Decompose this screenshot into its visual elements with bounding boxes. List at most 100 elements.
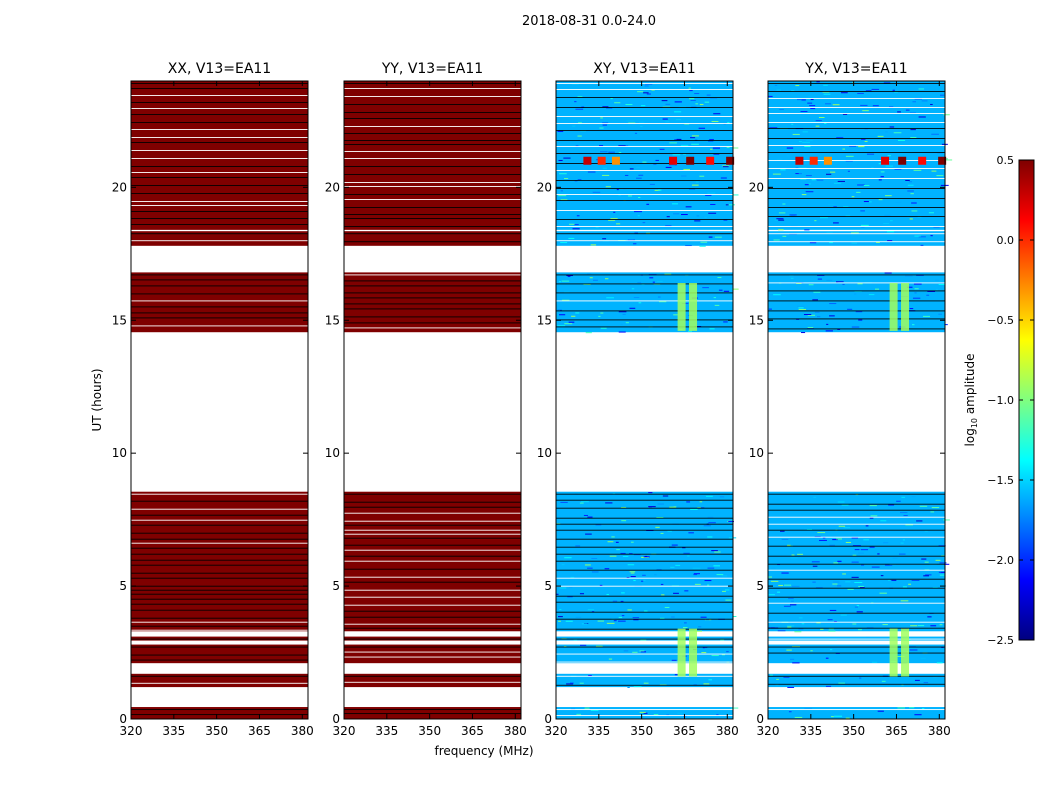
noise-pixel <box>600 151 608 153</box>
noise-pixel <box>792 133 800 135</box>
flag-line <box>556 326 733 328</box>
noise-pixel <box>618 620 626 622</box>
noise-pixel <box>674 111 682 113</box>
flag-line <box>768 509 945 511</box>
flag-line <box>556 210 733 211</box>
noise-pixel <box>796 282 802 284</box>
flag-line <box>131 83 308 84</box>
noise-pixel <box>643 682 649 684</box>
noise-pixel <box>675 119 682 121</box>
rfi-spot <box>918 156 927 165</box>
noise-pixel <box>940 571 946 573</box>
noise-pixel <box>847 308 853 310</box>
noise-pixel <box>660 532 664 534</box>
noise-pixel <box>712 147 721 149</box>
noise-pixel <box>920 657 926 659</box>
noise-pixel <box>837 328 841 330</box>
noise-pixel <box>602 167 607 169</box>
noise-pixel <box>638 174 644 176</box>
noise-pixel <box>852 623 857 625</box>
noise-pixel <box>689 98 695 100</box>
noise-pixel <box>820 217 828 219</box>
noise-pixel <box>836 137 844 139</box>
noise-pixel <box>931 133 939 135</box>
flag-line <box>556 200 733 201</box>
noise-pixel <box>590 709 599 711</box>
flag-line <box>768 138 945 139</box>
noise-pixel <box>860 224 869 226</box>
noise-pixel <box>688 330 692 332</box>
noise-pixel <box>583 514 588 516</box>
data-band <box>556 636 733 641</box>
noise-pixel <box>930 235 933 237</box>
noise-pixel <box>716 714 719 716</box>
noise-pixel <box>567 596 573 598</box>
noise-pixel <box>812 299 819 301</box>
noise-pixel <box>810 99 814 101</box>
noise-pixel <box>887 240 893 242</box>
noise-pixel <box>634 232 638 234</box>
noise-pixel <box>880 520 887 522</box>
noise-pixel <box>851 196 855 198</box>
noise-pixel <box>862 110 869 112</box>
noise-pixel <box>640 105 646 107</box>
noise-pixel <box>807 327 814 329</box>
noise-pixel <box>704 101 710 103</box>
noise-pixel <box>943 114 950 116</box>
noise-pixel <box>797 99 802 101</box>
x-axis-label: frequency (MHz) <box>434 744 533 758</box>
noise-pixel <box>732 147 739 149</box>
noise-pixel <box>714 304 720 306</box>
noise-pixel <box>859 587 865 589</box>
y-axis-label: UT (hours) <box>90 368 104 431</box>
flag-line <box>768 310 945 312</box>
noise-pixel <box>804 184 809 186</box>
noise-pixel <box>699 245 706 247</box>
noise-pixel <box>602 174 610 176</box>
noise-pixel <box>783 584 792 586</box>
noise-pixel <box>773 294 781 296</box>
flag-line <box>556 529 733 531</box>
noise-pixel <box>801 332 806 334</box>
y-tick-label: 5 <box>119 579 127 593</box>
noise-pixel <box>625 104 633 106</box>
data-band <box>556 231 733 246</box>
noise-pixel <box>833 206 837 208</box>
flag-line <box>131 312 308 314</box>
rfi-spot <box>706 156 715 165</box>
noise-pixel <box>568 321 575 323</box>
noise-pixel <box>671 203 678 205</box>
noise-pixel <box>627 609 632 611</box>
noise-pixel <box>932 587 938 589</box>
noise-pixel <box>829 242 833 244</box>
noise-pixel <box>869 505 877 507</box>
x-tick-label: 365 <box>673 724 696 738</box>
flag-line <box>344 151 521 152</box>
flag-line <box>131 317 308 319</box>
noise-pixel <box>842 573 846 575</box>
noise-pixel <box>642 222 646 224</box>
noise-pixel <box>943 519 950 521</box>
noise-pixel <box>561 299 570 301</box>
noise-pixel <box>628 195 633 197</box>
noise-pixel <box>605 186 611 188</box>
noise-pixel <box>587 609 595 611</box>
flag-line <box>131 532 308 534</box>
flag-line <box>556 97 733 98</box>
noise-pixel <box>768 95 773 97</box>
noise-pixel <box>893 132 902 134</box>
noise-pixel <box>708 522 716 524</box>
noise-pixel <box>563 178 569 180</box>
noise-pixel <box>938 283 945 285</box>
noise-pixel <box>922 708 925 710</box>
noise-pixel <box>604 568 610 570</box>
flag-line <box>344 133 521 134</box>
x-tick-label: 365 <box>885 724 908 738</box>
noise-pixel <box>832 583 838 585</box>
noise-pixel <box>786 155 790 157</box>
panel-yy: YY, V13=EA11 0 5 10 15 20 320 335 350 365 380 <box>325 61 527 738</box>
noise-pixel <box>883 542 889 544</box>
y-tick-label: 15 <box>325 313 340 327</box>
noise-pixel <box>634 132 638 134</box>
